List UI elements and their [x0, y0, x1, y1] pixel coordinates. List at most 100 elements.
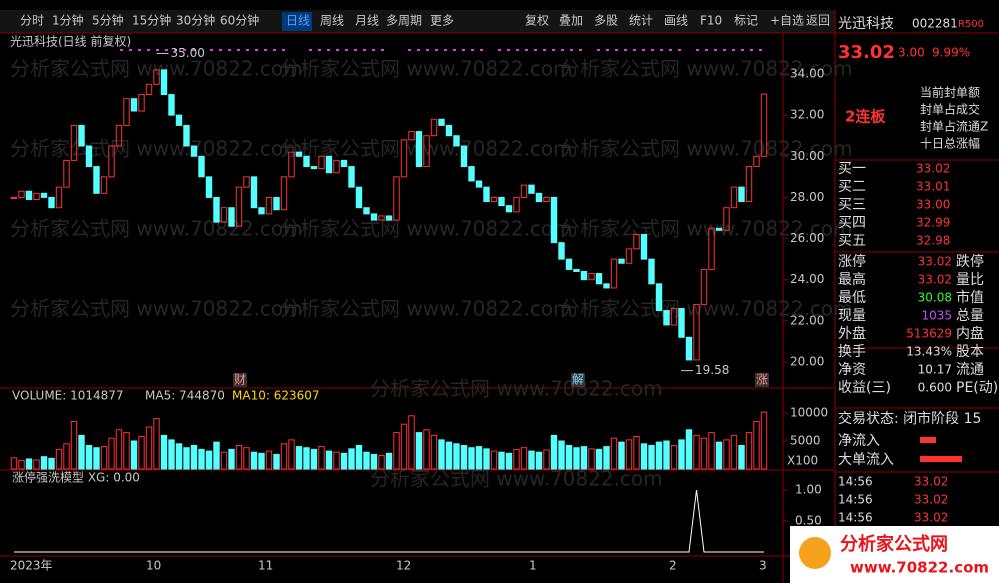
signal-dot: [255, 49, 258, 51]
watermark: 分析家公式网 www.70822.com: [560, 217, 853, 241]
candle: [370, 213, 378, 221]
volume-bar: [438, 439, 445, 470]
candle: [243, 176, 250, 188]
volume-bar: [708, 432, 715, 470]
volume-bar: [625, 439, 633, 470]
toolbar-item[interactable]: 统计: [629, 14, 653, 28]
candle: [138, 94, 145, 112]
volume-bar: [213, 441, 220, 470]
signal-dot: [138, 49, 141, 51]
indicator-label: 涨停强洗模型 XG: 0.00: [12, 470, 140, 485]
candle: [723, 207, 730, 231]
signal-dot: [633, 49, 636, 51]
toolbar-item[interactable]: 周线: [320, 14, 344, 28]
signal-dot: [129, 49, 132, 51]
toolbar-item[interactable]: 30分钟: [176, 13, 215, 28]
candle: [108, 145, 115, 178]
volume-bar: [153, 418, 160, 470]
candle: [498, 196, 505, 207]
signal-dot: [363, 49, 366, 51]
volume-bar: [355, 444, 363, 470]
stat-label2: 总量: [956, 308, 984, 324]
toolbar-item[interactable]: 返回: [806, 14, 830, 28]
candle: [745, 166, 753, 203]
signal-dot: [669, 49, 672, 51]
toolbar-item[interactable]: F10: [700, 14, 722, 28]
seal-label: 十日总涨幅: [920, 136, 980, 151]
toolbar-item[interactable]: 60分钟: [220, 13, 259, 28]
candle: [363, 207, 370, 215]
toolbar-item[interactable]: 复权: [525, 14, 549, 28]
toolbar-item[interactable]: 1分钟: [52, 13, 84, 28]
signal-dot: [156, 49, 159, 51]
candle: [453, 135, 460, 147]
volume-bar: [318, 446, 325, 470]
stat-label2: 流通: [956, 362, 984, 378]
volume-bar: [445, 441, 453, 470]
volume-bar: [633, 436, 640, 470]
tick-time: 14:56: [838, 493, 873, 507]
candle: [468, 166, 475, 182]
volume-bar: [10, 457, 18, 470]
toolbar-item[interactable]: 叠加: [559, 14, 583, 28]
toolbar-item[interactable]: 15分钟: [132, 13, 171, 28]
volume-bar: [168, 439, 175, 470]
price-tick-label: 28.00: [790, 190, 824, 204]
signal-dot: [246, 49, 249, 51]
toolbar-item[interactable]: 标记: [734, 14, 758, 28]
volume-bar: [393, 432, 400, 470]
signal-dot: [750, 49, 753, 51]
volume-bar: [138, 436, 145, 470]
signal-dot: [228, 49, 231, 51]
candle: [618, 258, 625, 264]
stat-label2: 股本: [956, 344, 984, 360]
tick-price: 33.02: [914, 493, 948, 507]
toolbar-item[interactable]: 画线: [664, 14, 688, 28]
toolbar-item[interactable]: 月线: [355, 14, 379, 28]
volume-bar: [160, 434, 168, 470]
toolbar-item[interactable]: +自选: [770, 14, 804, 28]
stat-value: 513629: [906, 327, 952, 341]
stat-label2: 跌停: [956, 253, 984, 270]
volume-bar: [648, 444, 655, 470]
toolbar-item[interactable]: 多周期: [386, 14, 422, 28]
signal-dot: [651, 49, 654, 51]
candle: [408, 131, 415, 141]
toolbar-item[interactable]: 多股: [594, 14, 618, 28]
signal-dot: [642, 49, 645, 51]
volume-bar: [760, 411, 768, 470]
toolbar-item[interactable]: 日线: [286, 14, 310, 28]
candle: [183, 124, 190, 147]
signal-dot: [174, 49, 177, 51]
volume-bar: [25, 458, 33, 470]
candle: [460, 145, 468, 168]
candle: [438, 118, 445, 126]
signal-dot: [309, 49, 312, 51]
signal-dot: [408, 49, 411, 51]
candle: [340, 159, 348, 168]
candle: [378, 215, 385, 221]
event-marker: 解: [572, 373, 584, 387]
candle: [580, 270, 588, 281]
toolbar-item[interactable]: 5分钟: [92, 13, 124, 28]
candle: [175, 114, 183, 126]
candle: [595, 273, 603, 285]
candle: [63, 159, 70, 188]
signal-dot: [525, 49, 528, 51]
volume-bar: [723, 439, 730, 470]
toolbar-item[interactable]: 分时: [20, 14, 44, 28]
stat-label2: 内盘: [956, 325, 984, 342]
stat-label: 收益(三): [838, 380, 891, 396]
volume-bar: [505, 452, 513, 470]
candle: [430, 118, 438, 137]
candle: [693, 303, 700, 361]
volume-bar: [678, 439, 685, 470]
volume-tick-label: 5000: [790, 434, 821, 448]
volume-bar: [55, 448, 63, 470]
high-label: 35.00: [171, 46, 205, 60]
candle: [483, 186, 490, 203]
volume-bar: [85, 444, 93, 470]
candle: [303, 155, 310, 168]
candle: [415, 131, 423, 168]
toolbar-item[interactable]: 更多: [430, 14, 454, 28]
